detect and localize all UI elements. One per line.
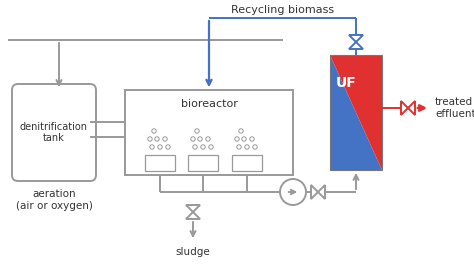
Text: UF: UF: [336, 76, 356, 90]
Bar: [188, 155, 218, 171]
Bar: [232, 155, 262, 171]
Bar: [145, 155, 175, 171]
Polygon shape: [330, 55, 382, 170]
Text: sludge: sludge: [176, 247, 210, 257]
Bar: [330, 55, 382, 170]
Bar: [125, 90, 293, 175]
Text: bioreactor: bioreactor: [181, 99, 237, 109]
Text: denitrification
tank: denitrification tank: [20, 122, 88, 143]
Polygon shape: [330, 55, 382, 170]
Text: aeration
(air or oxygen): aeration (air or oxygen): [16, 189, 92, 211]
Text: treated
effluent: treated effluent: [435, 97, 474, 119]
Text: Recycling biomass: Recycling biomass: [231, 5, 334, 15]
